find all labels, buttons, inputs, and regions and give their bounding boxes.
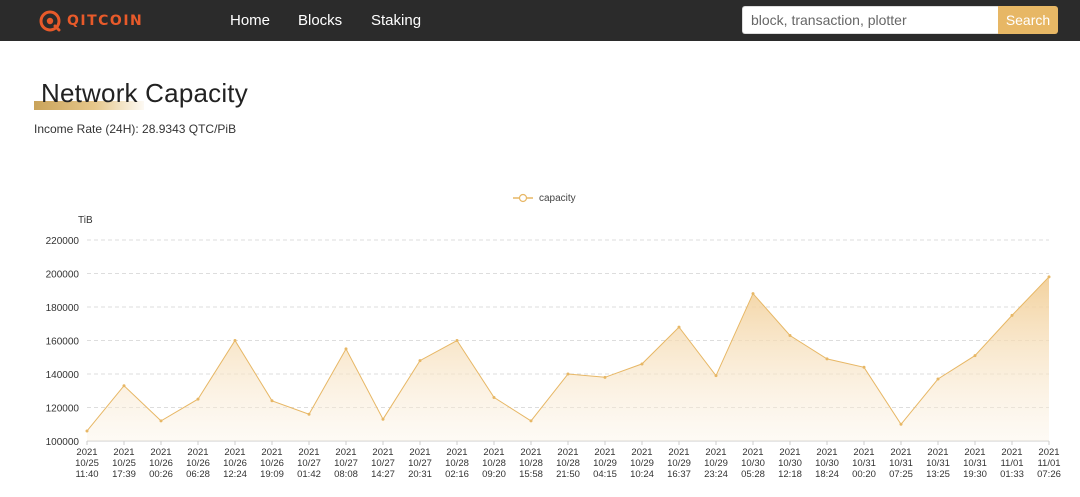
search-button[interactable]: Search: [998, 6, 1058, 34]
y-tick-label: 100000: [46, 437, 80, 448]
data-point[interactable]: [714, 374, 718, 378]
legend-series-marker: [518, 193, 528, 203]
data-point[interactable]: [455, 339, 459, 342]
data-point[interactable]: [603, 375, 607, 379]
data-point[interactable]: [418, 359, 422, 363]
x-tick-label: 2021 10/28 02:16: [445, 447, 469, 480]
search-input[interactable]: [742, 6, 998, 34]
x-tick-label: 2021 11/01 01:33: [1000, 447, 1024, 480]
title-underline-decoration: [34, 101, 144, 110]
data-point[interactable]: [529, 419, 533, 423]
x-tick-label: 2021 10/25 11:40: [75, 447, 99, 480]
data-point[interactable]: [307, 412, 311, 416]
y-axis-ticks: 100000 120000 140000 160000 180000 200000 2200…: [46, 236, 80, 448]
nav-blocks[interactable]: Blocks: [298, 12, 343, 29]
top-navbar: QITCOIN Home Blocks Staking Search: [0, 0, 1080, 41]
data-point[interactable]: [825, 357, 829, 361]
brand-name: QITCOIN: [67, 12, 144, 29]
x-tick-label: 2021 10/27 14:27: [371, 447, 395, 480]
x-tick-label: 2021 10/30 18:24: [815, 447, 839, 480]
x-tick-label: 2021 10/29 10:24: [630, 447, 654, 480]
x-tick-label: 2021 10/26 12:24: [223, 447, 247, 480]
x-axis-ticks: 2021 10/25 11:40 2021 10/25 17:39 2021 10/26 00:…: [75, 441, 1061, 480]
nav-staking[interactable]: Staking: [371, 12, 422, 29]
y-tick-label: 180000: [46, 303, 80, 314]
x-tick-label: 2021 10/31 00:20: [852, 447, 876, 480]
x-tick-label: 2021 10/29 04:15: [593, 447, 617, 480]
page-title: Network Capacity: [41, 78, 248, 108]
chart-plot-area: [85, 275, 1051, 441]
x-tick-label: 2021 10/27 20:31: [408, 447, 432, 480]
nav-home[interactable]: Home: [230, 12, 271, 29]
data-point[interactable]: [862, 365, 866, 369]
data-point[interactable]: [1010, 313, 1014, 317]
x-tick-label: 2021 10/30 12:18: [778, 447, 802, 480]
data-point[interactable]: [677, 325, 681, 329]
x-tick-label: 2021 10/26 06:28: [186, 447, 210, 480]
data-point[interactable]: [1047, 275, 1051, 279]
data-point[interactable]: [85, 429, 89, 433]
data-point[interactable]: [751, 292, 755, 296]
data-point[interactable]: [492, 395, 496, 399]
capacity-area: [87, 276, 1049, 441]
x-tick-label: 2021 10/28 21:50: [556, 447, 580, 480]
x-tick-label: 2021 10/27 01:42: [297, 447, 321, 480]
x-tick-label: 2021 10/25 17:39: [112, 447, 136, 480]
legend-label-capacity: capacity: [539, 193, 576, 204]
data-point[interactable]: [122, 384, 126, 388]
data-point[interactable]: [233, 339, 237, 342]
data-point[interactable]: [196, 397, 200, 401]
data-point[interactable]: [788, 333, 792, 337]
data-point[interactable]: [640, 362, 644, 366]
x-tick-label: 2021 10/31 19:30: [963, 447, 987, 480]
data-point[interactable]: [344, 347, 348, 351]
x-tick-label: 2021 10/30 05:28: [741, 447, 765, 480]
x-tick-label: 2021 10/26 19:09: [260, 447, 284, 480]
data-point[interactable]: [973, 354, 977, 358]
x-tick-label: 2021 10/26 00:26: [149, 447, 173, 480]
brand-logo[interactable]: QITCOIN: [39, 8, 143, 33]
x-tick-label: 2021 10/27 08:08: [334, 447, 358, 480]
x-tick-label: 2021 11/01 07:26: [1037, 447, 1061, 480]
data-point[interactable]: [936, 377, 940, 381]
y-tick-label: 140000: [46, 370, 80, 381]
y-tick-label: 200000: [46, 270, 80, 281]
y-tick-label: 160000: [46, 337, 80, 348]
chart-legend[interactable]: capacity: [513, 193, 576, 204]
x-tick-label: 2021 10/28 15:58: [519, 447, 543, 480]
x-tick-label: 2021 10/28 09:20: [482, 447, 506, 480]
capacity-chart: capacity TiB 100000 120000 140000 160000 180…: [46, 193, 1061, 480]
x-tick-label: 2021 10/31 07:25: [889, 447, 913, 480]
data-point[interactable]: [270, 399, 274, 403]
qitcoin-logo-icon: [39, 10, 61, 31]
y-axis-label: TiB: [78, 215, 93, 226]
data-point[interactable]: [566, 372, 570, 376]
data-point[interactable]: [159, 419, 163, 423]
income-rate: Income Rate (24H): 28.9343 QTC/PiB: [34, 122, 237, 136]
y-tick-label: 120000: [46, 404, 80, 415]
y-tick-label: 220000: [46, 236, 80, 247]
x-tick-label: 2021 10/31 13:25: [926, 447, 950, 480]
data-point[interactable]: [899, 422, 903, 426]
x-tick-label: 2021 10/29 16:37: [667, 447, 691, 480]
data-point[interactable]: [381, 417, 385, 421]
x-tick-label: 2021 10/29 23:24: [704, 447, 728, 480]
